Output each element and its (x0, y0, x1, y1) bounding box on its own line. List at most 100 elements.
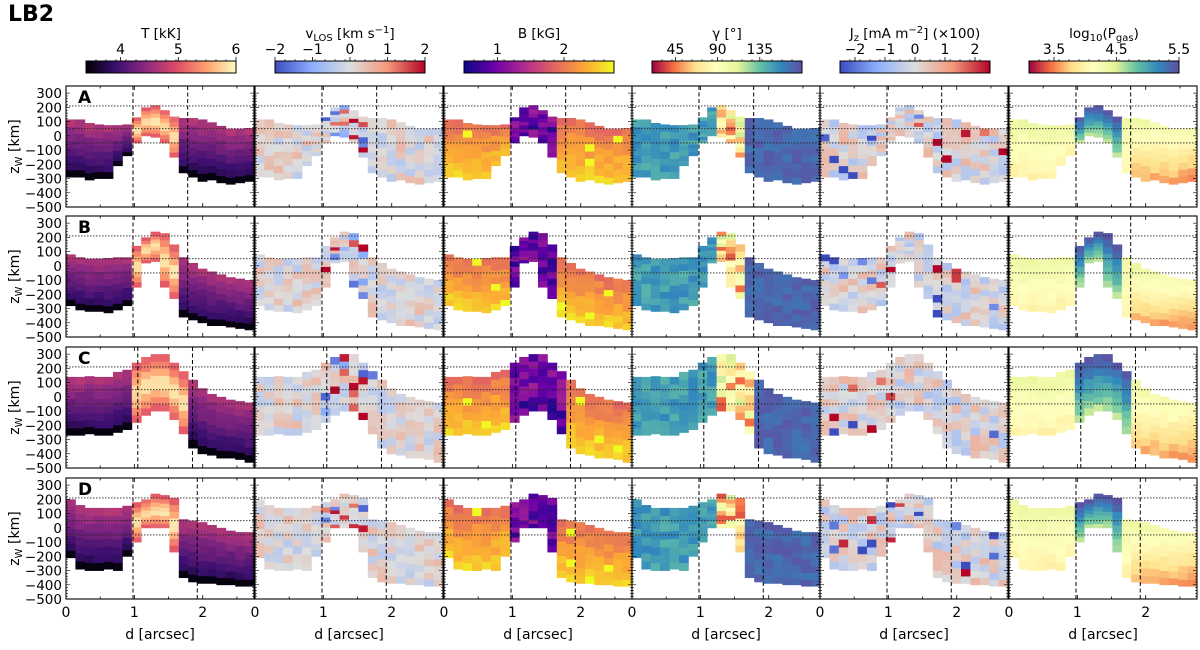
heatmap-cell (463, 265, 473, 272)
heatmap-cell (557, 118, 567, 125)
heatmap-cell (688, 152, 698, 156)
heatmap-cell (491, 135, 501, 140)
heatmap-cell (641, 391, 651, 399)
heatmap-cell (989, 401, 999, 409)
heatmap-cell (632, 428, 642, 436)
heatmap-cell (104, 292, 114, 299)
heatmap-cell (75, 428, 85, 436)
heatmap-cell (670, 391, 680, 399)
heatmap-cell (707, 247, 717, 251)
heatmap-cell (444, 134, 454, 142)
colorbar-label: vLOS [km s−1] (305, 25, 394, 44)
heatmap-cell (500, 132, 510, 136)
heatmap-cell (576, 309, 586, 316)
heatmap-cell (151, 502, 161, 507)
heatmap-cell (160, 260, 170, 267)
heatmap-cell (801, 416, 811, 424)
heatmap-cell (557, 152, 567, 159)
heatmap-cell (1056, 125, 1066, 130)
heatmap-cell (1028, 278, 1038, 285)
heatmap-cell (85, 292, 95, 299)
heatmap-cell (141, 107, 151, 111)
heatmap-cell (707, 364, 717, 372)
heatmap-cell (113, 156, 123, 161)
heatmap-cell (1056, 303, 1066, 310)
heatmap-cell (500, 415, 510, 423)
heatmap-cell (792, 315, 802, 322)
heatmap-cell (613, 304, 623, 311)
heatmap-cell (989, 452, 999, 460)
heatmap-cell (782, 274, 792, 281)
heatmap-cell (529, 239, 539, 243)
heatmap-cell (368, 302, 378, 310)
heatmap-cell (141, 241, 151, 245)
heatmap-cell (340, 109, 350, 113)
heatmap-cell (829, 421, 839, 429)
heatmap-cell (905, 383, 915, 391)
heatmap-cell (970, 319, 980, 326)
heatmap-cell (1188, 324, 1198, 331)
heatmap-cell (801, 423, 811, 431)
heatmap-cell (75, 537, 85, 545)
heatmap-cell (264, 303, 274, 310)
heatmap-cell (66, 499, 76, 507)
heatmap-cell (717, 133, 727, 137)
heatmap-cell (1056, 372, 1066, 380)
heatmap-cell (330, 372, 340, 380)
heatmap-cell (66, 550, 76, 558)
heatmap-cell (274, 405, 284, 413)
heatmap-cell (1178, 163, 1188, 170)
heatmap-cell (66, 421, 76, 429)
heatmap-cell (1141, 309, 1151, 316)
heatmap-cell (1037, 406, 1047, 414)
heatmap-cell (848, 377, 858, 385)
heatmap-cell (632, 163, 642, 171)
heatmap-cell (557, 280, 567, 288)
heatmap-cell (226, 451, 236, 459)
heatmap-cell (396, 312, 406, 319)
heatmap-cell (500, 377, 510, 385)
heatmap-cell (670, 377, 680, 385)
heatmap-cell (970, 169, 980, 177)
heatmap-cell (274, 144, 284, 152)
heatmap-cell (848, 265, 858, 272)
heatmap-cell (688, 257, 698, 263)
heatmap-cell (274, 305, 284, 312)
heatmap-cell (745, 426, 755, 434)
heatmap-cell (1169, 150, 1179, 157)
heatmap-cell (405, 450, 415, 458)
heatmap-cell (970, 450, 980, 458)
heatmap-cell (75, 134, 85, 142)
heatmap-cell (274, 265, 284, 272)
heatmap-cell (735, 370, 745, 378)
heatmap-cell (141, 132, 151, 136)
heatmap-cell (914, 368, 924, 376)
heatmap-cell (999, 455, 1009, 463)
heatmap-cell (274, 123, 284, 131)
heatmap-cell (216, 420, 226, 428)
heatmap-cell (999, 417, 1009, 425)
heatmap-cell (905, 250, 915, 254)
heatmap-cell (566, 284, 576, 292)
heatmap-cell (820, 141, 830, 149)
heatmap-cell (754, 405, 764, 414)
heatmap-cell (829, 148, 839, 156)
heatmap-cell (604, 429, 614, 437)
heatmap-cell (377, 440, 387, 449)
colorbar-label-part: −2 (908, 25, 923, 36)
heatmap-cell (151, 121, 161, 125)
heatmap-cell (207, 151, 217, 159)
heatmap-cell (226, 129, 236, 136)
heatmap-cell (349, 368, 359, 376)
heatmap-cell (434, 425, 444, 433)
heatmap-cell (848, 305, 858, 312)
heatmap-cell (1178, 297, 1188, 304)
heatmap-cell (660, 124, 670, 131)
heatmap-cell (169, 147, 179, 152)
heatmap-cell (726, 280, 736, 287)
heatmap-cell (594, 300, 604, 307)
heatmap-cell (604, 150, 614, 157)
heatmap-cell (1009, 141, 1019, 149)
heatmap-cell (122, 385, 132, 393)
heatmap-cell (641, 413, 651, 421)
